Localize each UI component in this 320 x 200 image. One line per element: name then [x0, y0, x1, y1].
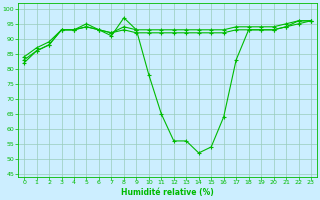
- X-axis label: Humidité relative (%): Humidité relative (%): [121, 188, 214, 197]
